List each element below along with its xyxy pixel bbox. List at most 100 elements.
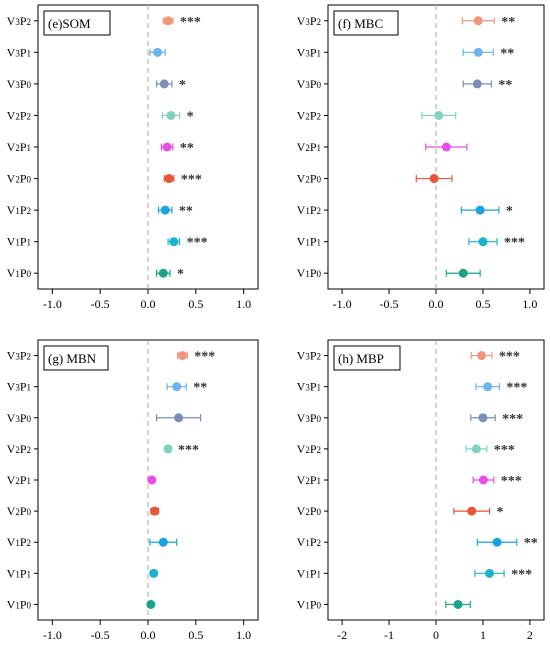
y-category-label: V1P1 [7, 566, 31, 580]
significance-label: ** [179, 204, 193, 219]
y-category-label: V1P2 [7, 535, 31, 549]
x-tick-label: 0.5 [188, 297, 203, 311]
x-tick-label: 1.0 [522, 297, 537, 311]
y-category-label: V1P0 [297, 597, 322, 611]
y-category-label: V3P1 [7, 380, 31, 394]
y-category-label: V2P2 [297, 442, 321, 456]
significance-label: *** [501, 474, 522, 489]
significance-label: *** [181, 173, 202, 188]
significance-label: ** [501, 15, 515, 30]
significance-label: * [187, 109, 194, 124]
significance-label: * [177, 267, 184, 282]
y-category-label: V3P0 [7, 411, 32, 425]
y-category-label: V3P2 [297, 349, 321, 363]
significance-label: * [497, 505, 504, 520]
x-tick-label: 0.0 [429, 297, 444, 311]
effect-point [163, 16, 173, 26]
significance-label: ** [500, 46, 514, 61]
effect-point [483, 382, 493, 392]
panel-title-box [333, 10, 399, 36]
significance-label: *** [178, 443, 199, 458]
x-tick-label: -0.5 [91, 628, 110, 642]
effect-point [467, 506, 477, 516]
effect-point [172, 382, 182, 392]
effect-point [146, 599, 156, 609]
effect-point [478, 475, 488, 485]
y-category-label: V1P2 [7, 203, 31, 217]
y-category-label: V1P0 [7, 597, 32, 611]
significance-label: *** [511, 567, 532, 582]
y-category-label: V2P0 [7, 504, 32, 518]
y-category-label: V1P1 [297, 566, 321, 580]
y-category-label: V2P1 [297, 473, 321, 487]
effect-point [492, 537, 502, 547]
panel-title: (g) MBN [48, 351, 97, 366]
effect-point [158, 537, 168, 547]
x-tick-label: 0.0 [141, 628, 156, 642]
effect-point [174, 413, 184, 423]
y-category-label: V3P0 [297, 77, 322, 91]
y-category-label: V2P2 [7, 442, 31, 456]
significance-label: *** [194, 350, 215, 365]
x-tick-label: -1.0 [333, 297, 352, 311]
effect-point [477, 351, 487, 361]
y-category-label: V3P2 [7, 349, 31, 363]
panel-title-box [333, 345, 401, 371]
x-tick-label: -1.0 [43, 297, 62, 311]
y-category-label: V3P0 [297, 411, 322, 425]
y-category-label: V3P1 [297, 380, 321, 394]
effect-point [473, 16, 483, 26]
y-category-label: V3P1 [297, 45, 321, 59]
effect-point [475, 205, 485, 215]
y-category-label: V3P0 [7, 77, 32, 91]
y-category-label: V1P0 [297, 266, 322, 280]
x-tick-label: 1.0 [236, 628, 251, 642]
effect-point [473, 47, 483, 57]
y-category-label: V2P0 [7, 172, 32, 186]
x-tick-label: 0.0 [141, 297, 156, 311]
effect-point [159, 79, 169, 89]
significance-label: *** [494, 443, 515, 458]
panel-2: (g) MBN -1.0 -0.5 0.0 0.5 1.0 V3P2 *** V3P1 ** V3P… [7, 339, 259, 642]
panel-title-box [43, 345, 109, 371]
y-category-label: V2P2 [7, 108, 31, 122]
panel-title-box [43, 10, 111, 36]
effect-point [177, 351, 187, 361]
y-category-label: V2P0 [297, 504, 322, 518]
effect-point [471, 444, 481, 454]
effect-point [429, 174, 439, 184]
effect-point [169, 237, 179, 247]
x-tick-label: -1.0 [43, 628, 62, 642]
y-category-label: V1P0 [7, 266, 32, 280]
effect-point [150, 506, 160, 516]
y-category-label: V1P1 [297, 235, 321, 249]
y-category-label: V3P1 [7, 45, 31, 59]
significance-label: *** [180, 15, 201, 30]
y-category-label: V1P1 [7, 235, 31, 249]
effect-point [162, 142, 172, 152]
effect-point [164, 174, 174, 184]
y-category-label: V2P1 [7, 140, 31, 154]
y-category-label: V1P2 [297, 535, 321, 549]
y-category-label: V2P2 [297, 108, 321, 122]
significance-label: ** [193, 381, 207, 396]
panel-title: (e)SOM [48, 16, 91, 31]
x-tick-label: 1 [480, 628, 486, 642]
significance-label: * [179, 78, 186, 93]
significance-label: * [506, 204, 513, 219]
significance-label: *** [506, 381, 527, 396]
x-tick-label: 1.0 [236, 297, 251, 311]
y-category-label: V3P2 [7, 14, 31, 28]
effect-point [166, 110, 176, 120]
effect-point [485, 568, 495, 578]
x-tick-label: -0.5 [380, 297, 399, 311]
effect-point [147, 475, 157, 485]
x-tick-label: 0.5 [188, 628, 203, 642]
effect-point [478, 413, 488, 423]
significance-label: ** [498, 78, 512, 93]
y-category-label: V2P0 [297, 172, 322, 186]
significance-label: *** [187, 236, 208, 251]
